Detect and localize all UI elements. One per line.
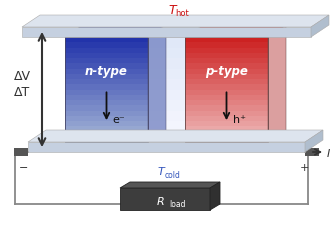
Bar [185, 69, 268, 75]
Bar [185, 132, 268, 138]
Text: cold: cold [165, 171, 181, 180]
Bar [185, 127, 268, 132]
Bar [185, 90, 268, 96]
Bar [65, 101, 148, 106]
Text: I: I [327, 148, 330, 158]
Bar [185, 137, 268, 143]
Text: ΔT: ΔT [14, 86, 30, 99]
Bar [65, 74, 148, 80]
Bar [185, 38, 268, 44]
Polygon shape [210, 182, 220, 210]
Polygon shape [148, 26, 203, 38]
Bar [120, 188, 210, 210]
Bar [65, 80, 148, 85]
Polygon shape [305, 131, 323, 152]
Bar [185, 121, 268, 127]
Bar [185, 59, 268, 64]
Bar [28, 142, 305, 152]
Bar [185, 38, 268, 142]
Bar [22, 28, 311, 38]
Bar [65, 106, 148, 111]
Bar [148, 48, 185, 59]
Bar [65, 64, 148, 70]
Text: load: load [169, 200, 186, 209]
Bar [185, 54, 268, 59]
Bar [148, 90, 185, 101]
Polygon shape [120, 182, 220, 188]
Bar [65, 132, 148, 138]
Bar [148, 80, 185, 91]
Polygon shape [268, 26, 286, 142]
Bar [185, 85, 268, 91]
Bar [185, 48, 268, 54]
Bar [14, 148, 28, 156]
Bar [148, 38, 185, 49]
Text: T: T [158, 166, 165, 176]
Bar [65, 127, 148, 132]
Polygon shape [28, 131, 323, 142]
Text: e⁻: e⁻ [113, 115, 125, 125]
Bar [185, 106, 268, 111]
Bar [65, 69, 148, 75]
Polygon shape [311, 16, 329, 38]
Bar [305, 148, 319, 156]
Text: +: + [300, 162, 310, 172]
Bar [65, 48, 148, 54]
Bar [65, 38, 148, 142]
Bar [65, 85, 148, 91]
Bar [185, 74, 268, 80]
Text: R: R [157, 196, 165, 206]
Polygon shape [22, 16, 329, 28]
Bar [148, 132, 185, 143]
Bar [185, 111, 268, 117]
Bar [185, 80, 268, 85]
Bar [185, 95, 268, 101]
Bar [148, 59, 185, 70]
Text: ΔV: ΔV [13, 70, 30, 83]
Bar [65, 59, 148, 64]
Bar [148, 121, 185, 132]
Bar [185, 43, 268, 49]
Text: −: − [19, 162, 28, 172]
Bar [65, 121, 148, 127]
Text: hot: hot [175, 10, 189, 18]
Bar [65, 43, 148, 49]
Bar [65, 90, 148, 96]
Polygon shape [65, 26, 166, 38]
Bar [65, 137, 148, 143]
Bar [185, 116, 268, 122]
Bar [65, 38, 148, 44]
Bar [65, 95, 148, 101]
Bar [185, 101, 268, 106]
Bar [148, 101, 185, 111]
Polygon shape [148, 26, 166, 142]
Text: h⁺: h⁺ [232, 115, 246, 125]
Text: p-type: p-type [205, 65, 248, 78]
Bar [148, 69, 185, 80]
Text: T: T [168, 3, 176, 16]
Bar [65, 116, 148, 122]
Bar [148, 111, 185, 122]
Text: n-type: n-type [85, 65, 128, 78]
Bar [185, 64, 268, 70]
Bar [65, 54, 148, 59]
Bar [65, 111, 148, 117]
Polygon shape [185, 26, 286, 38]
